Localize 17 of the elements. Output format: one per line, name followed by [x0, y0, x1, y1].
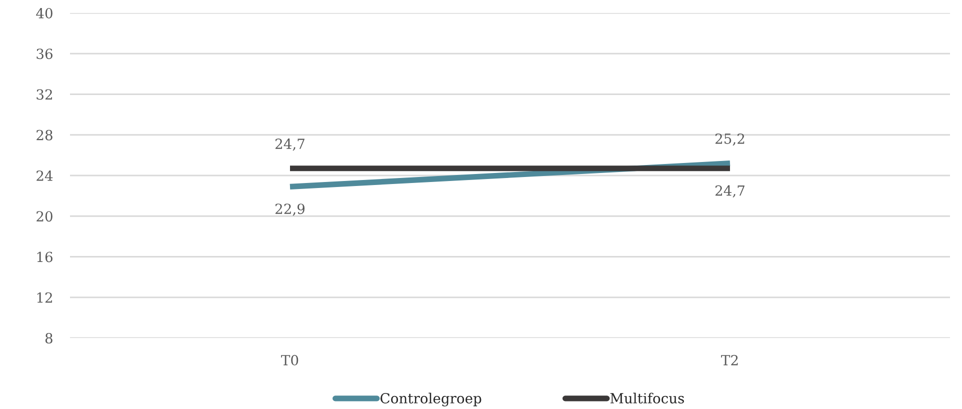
y-tick-label: 12: [37, 292, 52, 303]
data-label: 24,7: [275, 138, 304, 151]
y-tick-label: 20: [36, 211, 52, 222]
data-label: 25,2: [715, 133, 744, 146]
data-label: 22,9: [275, 204, 305, 216]
y-tick-label: 28: [36, 130, 52, 140]
x-tick-label: T2: [721, 354, 738, 366]
y-tick-label: 8: [45, 332, 52, 344]
y-tick-label: 32: [36, 89, 52, 100]
x-tick-label: T0: [281, 354, 298, 366]
y-tick-label: 24: [36, 170, 53, 181]
y-tick-label: 16: [37, 252, 52, 262]
legend-label: Multifocus: [610, 392, 684, 404]
legend-label: Controlegroep: [380, 392, 482, 406]
y-tick-label: 40: [36, 8, 52, 18]
data-label: 24,7: [715, 185, 744, 198]
y-tick-label: 36: [36, 48, 52, 60]
